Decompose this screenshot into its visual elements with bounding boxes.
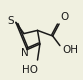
Text: N: N: [21, 48, 29, 58]
Text: OH: OH: [63, 45, 79, 55]
Text: HO: HO: [22, 65, 38, 75]
Text: S: S: [8, 16, 14, 26]
Text: O: O: [61, 12, 69, 22]
